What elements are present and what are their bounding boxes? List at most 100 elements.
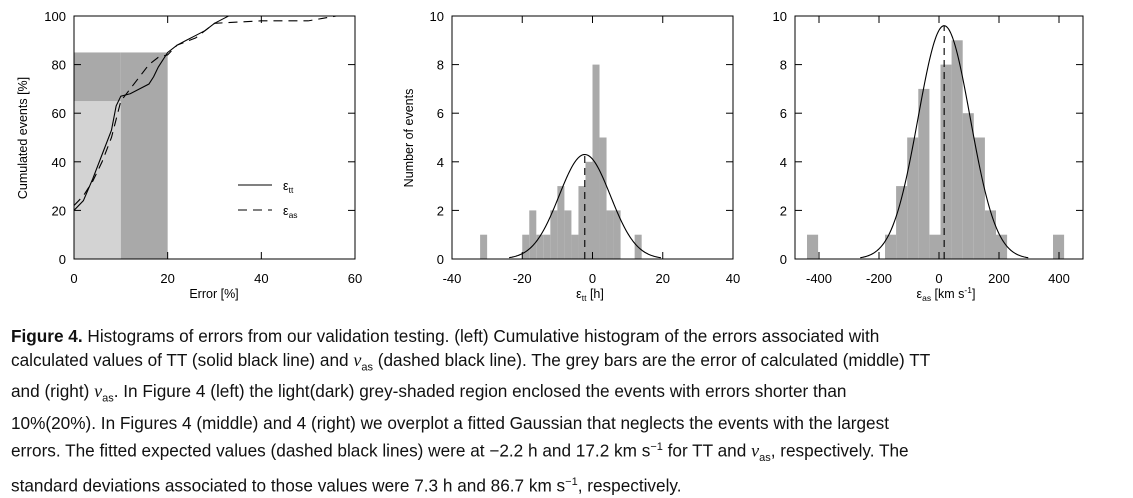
- caption-subscript: as: [361, 361, 373, 374]
- caption-text: for TT and: [662, 440, 752, 461]
- x-tick-label: 60: [348, 271, 362, 286]
- caption-text: 10%(20%). In Figures 4 (middle) and 4 (r…: [11, 412, 889, 433]
- left-x-axis-label: Error [%]: [189, 287, 238, 301]
- caption-symbol: v: [353, 350, 362, 370]
- x-ticks: 0 20 40 60: [70, 16, 362, 286]
- y-tick-label: 0: [437, 252, 444, 267]
- caption-symbol: v: [94, 381, 103, 402]
- caption-subscript: as: [759, 452, 771, 465]
- histogram-bar: [951, 40, 963, 259]
- histogram-bar: [585, 161, 593, 259]
- histogram-bar: [940, 64, 952, 259]
- y-ticks: 0 2 4 6 8 10: [430, 9, 733, 267]
- histogram-bar: [606, 210, 614, 259]
- cumulative-line-as: [73, 15, 337, 206]
- y-tick-label: 10: [773, 9, 787, 24]
- histogram-bar: [996, 234, 1008, 259]
- y-tick-label: 6: [780, 106, 787, 121]
- x-tick-label: 0: [589, 271, 596, 286]
- legend: εtt εas: [238, 179, 298, 220]
- histogram-bar: [578, 186, 586, 259]
- y-tick-label: 10: [430, 9, 444, 24]
- histogram-bar: [885, 234, 897, 259]
- caption-superscript: −1: [565, 476, 578, 489]
- caption-text: and (right): [11, 381, 95, 402]
- x-tick-label: 20: [656, 271, 670, 286]
- histogram-bar: [962, 113, 974, 259]
- shaded-region: [74, 101, 121, 259]
- right-panel: -400 -200 0 200 400 0 2 4 6 8 10 εas [km s-1]: [773, 9, 1084, 303]
- caption-text: errors. The fitted expected values (dash…: [11, 440, 651, 461]
- histogram-bar: [536, 234, 544, 259]
- caption-text: . In Figure 4 (left) the light(dark) gre…: [113, 381, 847, 402]
- right-plot-frame: [794, 15, 1084, 260]
- cumulative-line-tt: [73, 15, 355, 211]
- y-tick-label: 4: [437, 155, 444, 170]
- x-tick-label: 40: [254, 271, 268, 286]
- histogram-bar: [543, 234, 551, 259]
- y-tick-label: 2: [780, 203, 787, 218]
- gaussian-fit: [860, 25, 1029, 259]
- figure-caption: Figure 4. Histograms of errors from our …: [11, 324, 1127, 498]
- x-tick-label: 400: [1048, 271, 1070, 286]
- histogram-bars: [807, 40, 1065, 260]
- caption-text: standard deviations associated to those …: [11, 475, 566, 496]
- left-panel: 0 20 40 60 0 20 40 60 80 100 Error [%] Cumulated…: [16, 9, 362, 301]
- histogram-bar: [807, 234, 819, 259]
- x-tick-label: -40: [443, 271, 462, 286]
- histogram-bar: [1053, 234, 1065, 259]
- histogram-bar: [984, 210, 996, 259]
- histogram-bar: [907, 137, 919, 259]
- y-tick-label: 60: [52, 106, 66, 121]
- histogram-bar: [613, 210, 621, 259]
- caption-superscript: −1: [650, 440, 663, 453]
- caption-symbol: v: [751, 440, 760, 461]
- caption-label: Figure 4.: [11, 326, 83, 346]
- y-tick-label: 4: [780, 155, 787, 170]
- x-tick-label: 20: [160, 271, 174, 286]
- legend-entry-as: εas: [283, 204, 298, 220]
- histogram-bar: [599, 137, 607, 259]
- y-tick-label: 40: [52, 155, 66, 170]
- y-tick-label: 6: [437, 106, 444, 121]
- histogram-bar: [550, 210, 558, 259]
- shaded-regions: [74, 52, 168, 260]
- caption-text: (dashed black line). The grey bars are t…: [372, 350, 931, 370]
- y-tick-label: 2: [437, 203, 444, 218]
- histogram-bar: [929, 234, 941, 259]
- histogram-bar: [529, 210, 537, 259]
- left-plot-frame: [73, 15, 356, 260]
- y-tick-label: 100: [44, 9, 66, 24]
- histogram-bar: [973, 137, 985, 259]
- right-x-axis-label: εas [km s-1]: [917, 285, 976, 303]
- histogram-bar: [592, 64, 600, 259]
- caption-text: Histograms of errors from our validation…: [82, 326, 880, 346]
- y-tick-label: 0: [59, 252, 66, 267]
- x-ticks: -400 -200 0 200 400: [806, 16, 1070, 286]
- histogram-bar: [896, 186, 908, 259]
- x-tick-label: 200: [988, 271, 1010, 286]
- histogram-bar: [571, 234, 579, 259]
- gaussian-curve: [509, 153, 661, 259]
- histogram-bars: [480, 64, 642, 259]
- histogram-bar: [480, 234, 488, 259]
- shaded-region: [120, 52, 168, 260]
- caption-text: , respectively.: [577, 475, 682, 496]
- caption-text: calculated values of TT (solid black lin…: [11, 350, 354, 370]
- cumulative-lines: [73, 15, 355, 211]
- caption-text: , respectively. The: [770, 440, 909, 461]
- histogram-bar: [918, 88, 930, 260]
- middle-panel: -40 -20 0 20 40 0 2 4 6 8 10 εtt [h] Number of ev…: [402, 9, 740, 303]
- y-tick-label: 8: [780, 58, 787, 73]
- y-tick-label: 80: [52, 58, 66, 73]
- y-tick-label: 0: [780, 252, 787, 267]
- x-tick-label: 40: [726, 271, 740, 286]
- x-ticks: -40 -20 0 20 40: [443, 16, 740, 286]
- y-ticks: 0 20 40 60 80 100: [44, 9, 355, 267]
- middle-y-axis-label: Number of events: [402, 89, 416, 188]
- shaded-region: [74, 52, 121, 102]
- histogram-bar: [522, 234, 530, 259]
- y-ticks: 0 2 4 6 8 10: [773, 9, 1083, 267]
- x-tick-label: -200: [866, 271, 892, 286]
